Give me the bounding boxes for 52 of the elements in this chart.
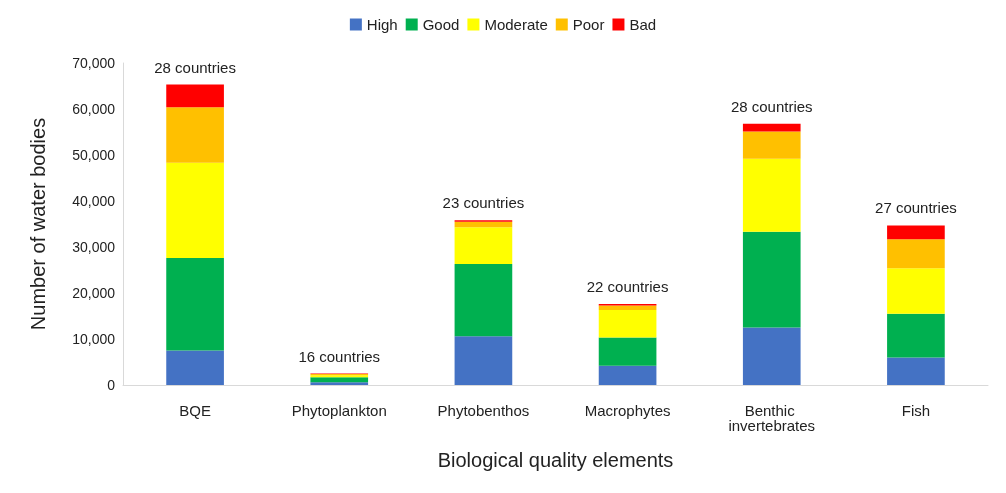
bar [310,377,369,383]
y-tick-label: 70,000 [72,55,116,71]
x-axis-title: Biological quality elements [437,449,674,471]
bar [454,227,513,265]
legend-label: Moderate [484,16,548,33]
y-tick-label: 60,000 [72,101,116,117]
annotation: 28 countries [154,58,236,76]
y-tick-label: 20,000 [72,285,116,301]
annotation: 27 countries [875,199,957,217]
bar [742,123,801,132]
bar [887,268,945,314]
legend-label: High [366,16,398,33]
x-tick-label: Phytoplankton [291,402,387,419]
bar [598,337,657,366]
bar [887,313,945,358]
bar [598,365,657,385]
bar [742,158,801,232]
bar [454,221,513,228]
y-tick-label: 40,000 [72,193,116,209]
x-tick-label: Fish [901,402,931,419]
bar [310,382,369,385]
annotation: 23 countries [442,194,525,212]
x-tick-label: Phytobenthos [437,402,530,419]
bar [887,357,945,385]
bar [742,231,801,328]
bar [887,225,945,240]
x-tick-label: Macrophytes [584,402,671,419]
bar [742,327,801,385]
y-tick-label: 50,000 [72,147,116,163]
bar [454,336,513,385]
bar [166,162,224,259]
y-tick-label: 0 [107,377,116,393]
annotation: 16 countries [298,347,381,365]
y-tick-label: 30,000 [72,239,116,255]
bar [166,107,224,163]
y-axis-title: Number of water bodies [27,117,49,331]
legend-label: Bad [629,16,657,33]
bar [598,305,657,311]
x-tick-label: BQE [179,402,211,419]
bar [454,264,513,337]
legend-label: Good [422,16,460,33]
bar [598,310,657,338]
annotation: 28 countries [730,97,813,115]
bar [166,84,224,108]
legend-label: Poor [572,16,605,33]
bar [166,350,224,385]
y-tick-label: 10,000 [72,331,116,347]
bar [887,239,945,269]
x-tick-label: Benthic invertebrates [728,402,816,434]
bar [166,258,224,351]
annotation: 22 countries [586,278,669,296]
bar [742,131,801,159]
